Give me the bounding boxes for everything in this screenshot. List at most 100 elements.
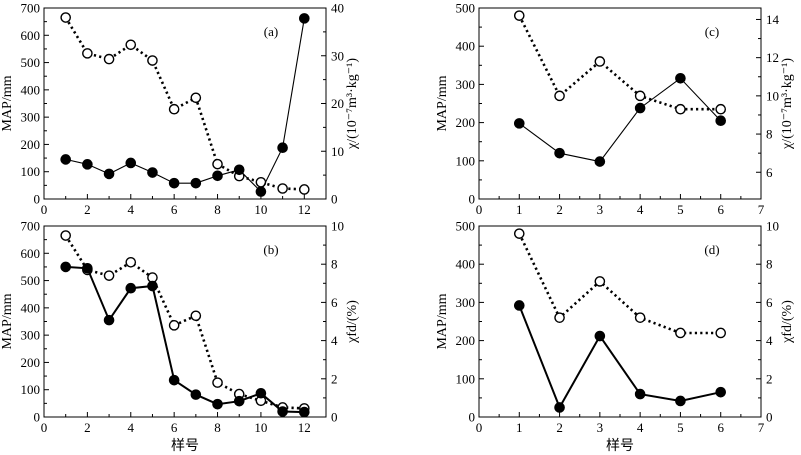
data-point-open — [60, 230, 71, 241]
y-right-tick-label: 30 — [331, 48, 344, 63]
x-tick-label: 1 — [516, 202, 523, 217]
x-tick-label: 4 — [128, 420, 135, 435]
y-left-tick-label: 100 — [456, 371, 476, 386]
data-point-filled — [103, 168, 115, 180]
y-left-tick-label: 500 — [21, 55, 41, 70]
data-point-open — [190, 310, 202, 322]
x-tick-label: 2 — [556, 420, 563, 435]
y-right-tick-label: 4 — [331, 333, 338, 348]
data-point-filled — [675, 72, 686, 84]
data-point-open — [103, 53, 115, 65]
data-point-open — [277, 183, 288, 194]
y-left-tick-label: 700 — [21, 219, 41, 234]
series-line-map — [65, 18, 305, 193]
y-right-tick-label: 6 — [766, 165, 773, 180]
data-point-filled — [554, 147, 565, 159]
series-line-χfd — [518, 233, 721, 335]
x-tick-label: 4 — [128, 202, 135, 217]
x-tick-label: 10 — [254, 202, 267, 217]
data-point-open — [513, 10, 525, 21]
data-point-open — [82, 48, 93, 59]
data-point-filled — [60, 261, 71, 273]
x-tick-label: 6 — [171, 420, 178, 435]
data-point-open — [513, 228, 525, 239]
y-right-tick-label: 10 — [766, 219, 779, 234]
y-left-axis-title: MAP/mm — [0, 293, 15, 349]
data-point-filled — [212, 170, 223, 182]
y-left-tick-label: 300 — [456, 295, 476, 310]
data-point-filled — [513, 300, 525, 311]
data-point-filled — [299, 406, 310, 418]
x-tick-label: 12 — [298, 420, 311, 435]
data-point-open — [125, 39, 137, 51]
y-left-tick-label: 200 — [21, 355, 41, 370]
plot-frame — [43, 7, 327, 200]
data-point-open — [299, 184, 310, 195]
x-tick-label: 0 — [41, 420, 48, 435]
data-point-filled — [233, 395, 245, 407]
y-left-tick-label: 0 — [34, 192, 41, 207]
x-tick-label: 3 — [597, 202, 604, 217]
series-line-χfd — [64, 234, 305, 410]
data-point-open — [212, 377, 223, 388]
y-right-tick-label: 8 — [766, 127, 773, 142]
y-right-tick-label: 12 — [766, 50, 779, 65]
data-point-open — [168, 320, 180, 331]
y-left-tick-label: 100 — [21, 164, 41, 179]
data-point-open — [594, 56, 606, 67]
data-point-filled — [168, 374, 180, 386]
data-point-filled — [594, 156, 606, 167]
y-left-tick-label: 500 — [456, 219, 476, 234]
data-point-open — [634, 90, 646, 102]
y-right-tick-label: 8 — [331, 257, 338, 272]
panel-label: (c) — [705, 24, 719, 39]
data-point-filled — [675, 395, 686, 407]
data-point-open — [554, 90, 565, 102]
x-tick-label: 4 — [637, 420, 644, 435]
x-tick-label: 5 — [677, 420, 684, 435]
x-axis-title: 样号 — [171, 438, 199, 454]
y-right-tick-label: 6 — [766, 295, 773, 310]
data-point-open — [103, 270, 115, 281]
y-right-tick-label: 8 — [766, 257, 773, 272]
y-left-axis-title: MAP/mm — [435, 75, 450, 131]
x-tick-label: 6 — [717, 202, 724, 217]
y-left-tick-label: 200 — [456, 115, 476, 130]
y-right-axis-title: χfd/(%) — [345, 300, 360, 344]
data-point-filled — [513, 118, 525, 129]
y-left-tick-label: 0 — [34, 410, 41, 425]
panel-label: (b) — [263, 242, 278, 257]
y-left-tick-label: 500 — [456, 1, 476, 16]
x-tick-label: 4 — [637, 202, 644, 217]
data-point-open — [554, 312, 565, 323]
series-line-χ — [518, 15, 721, 111]
x-tick-label: 5 — [677, 202, 684, 217]
data-point-open — [675, 327, 686, 339]
x-tick-label: 1 — [516, 420, 523, 435]
data-point-filled — [634, 388, 646, 400]
data-point-filled — [190, 389, 202, 400]
y-right-tick-label: 14 — [766, 12, 780, 27]
y-right-tick-label: 2 — [766, 371, 773, 386]
data-point-open — [147, 55, 158, 66]
x-axis-title: 样号 — [606, 438, 634, 454]
data-point-filled — [277, 406, 288, 417]
y-left-tick-label: 200 — [456, 333, 476, 348]
y-left-tick-label: 300 — [456, 77, 476, 92]
data-point-open — [168, 103, 180, 115]
data-point-filled — [147, 280, 158, 292]
panel-a: 0 2 4 6 8 10 12 0 100 200 300 400 500 600 700 0 10 20 30 40… — [0, 1, 360, 218]
y-right-tick-label: 10 — [331, 219, 344, 234]
x-tick-label: 0 — [476, 202, 483, 217]
y-right-axis-title: χfd/(%) — [780, 300, 795, 344]
y-left-tick-label: 300 — [21, 328, 41, 343]
panel-label: (a) — [264, 24, 278, 39]
y-right-tick-label: 20 — [331, 96, 344, 111]
y-right-axis-title: χ/(10⁻⁷m³·kg⁻¹) — [780, 58, 795, 150]
data-point-open — [675, 103, 686, 115]
x-tick-label: 8 — [214, 420, 221, 435]
y-left-tick-label: 600 — [21, 246, 41, 261]
data-point-open — [60, 12, 71, 23]
